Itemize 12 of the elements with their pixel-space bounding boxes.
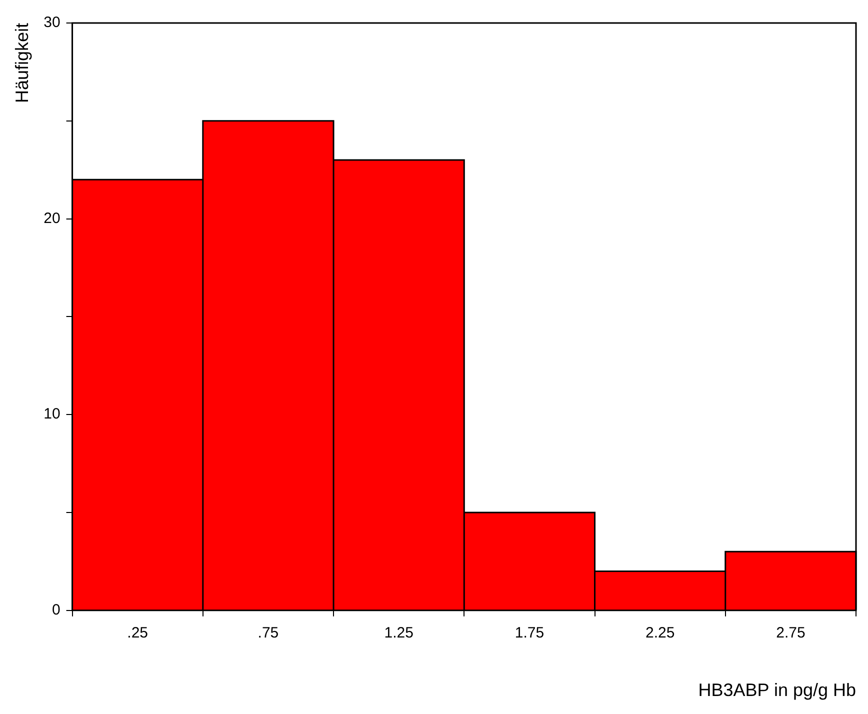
y-axis-title: Häufigkeit — [12, 23, 32, 104]
x-tick-label: 2.25 — [645, 624, 675, 642]
y-tick-label: 0 — [52, 602, 60, 619]
y-tick-label: 30 — [44, 14, 60, 32]
x-tick-label: 1.25 — [384, 624, 414, 642]
y-tick-label: 20 — [44, 210, 60, 227]
x-tick-label: 1.75 — [514, 624, 544, 642]
y-tick-label: 10 — [44, 406, 60, 423]
x-tick-label: 2.75 — [776, 624, 806, 642]
x-tick-label: .75 — [258, 624, 279, 642]
x-axis-title: HB3ABP in pg/g Hb — [698, 680, 856, 700]
x-tick-label: .25 — [127, 624, 148, 642]
